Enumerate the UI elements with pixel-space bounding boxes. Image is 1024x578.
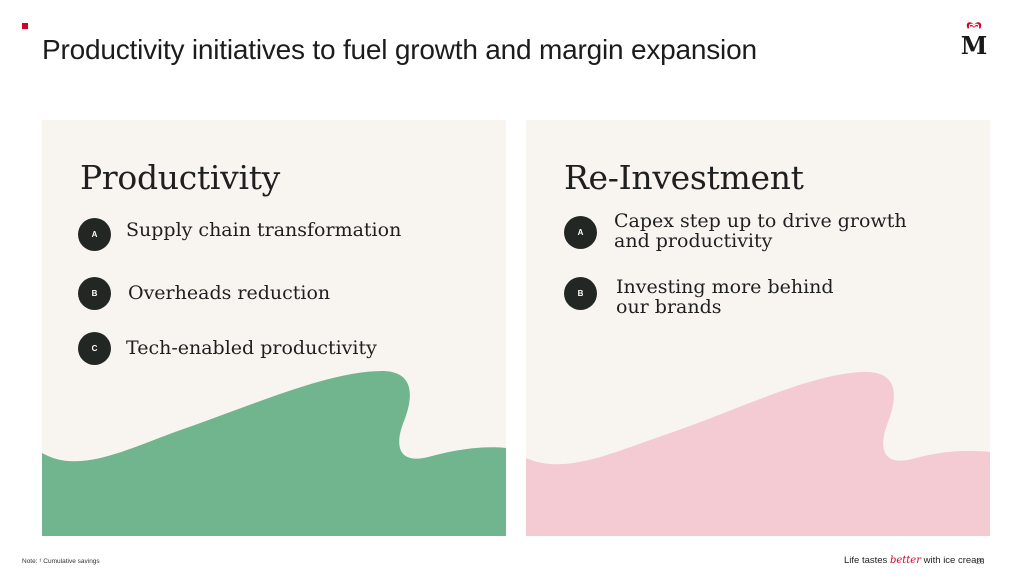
badge-a: A <box>564 216 597 249</box>
pink-wave-shape <box>526 372 990 536</box>
badge-a: A <box>78 218 111 251</box>
badge-b: B <box>78 277 111 310</box>
item-text-line2: our brands <box>616 296 722 318</box>
svg-text:M: M <box>961 31 988 58</box>
item-text: Supply chain transformation <box>126 219 402 241</box>
item-text-line2: and productivity <box>614 230 773 252</box>
brand-tagline: Life tastes better with ice cream <box>844 555 984 566</box>
footer-note: Note: ¹ Cumulative savings <box>22 558 100 565</box>
reinvestment-panel: Re-Investment A Capex step up to drive g… <box>526 120 990 536</box>
tagline-pre: Life tastes <box>844 555 890 566</box>
slide-title: Productivity initiatives to fuel growth … <box>42 34 757 65</box>
page-number: 28 <box>976 557 985 566</box>
magnum-logo-icon: M <box>961 22 988 58</box>
green-wave-shape <box>42 371 506 536</box>
badge-b: B <box>564 277 597 310</box>
badge-c: C <box>78 332 111 365</box>
item-text-line1: Investing more behind <box>616 276 834 298</box>
reinvestment-heading: Re-Investment <box>564 158 804 197</box>
tagline-post: with ice cream <box>921 555 985 566</box>
item-text: Tech-enabled productivity <box>126 337 377 359</box>
accent-square <box>22 23 28 29</box>
productivity-heading: Productivity <box>80 158 281 197</box>
productivity-panel: Productivity A Supply chain transformati… <box>42 120 506 536</box>
item-text-line1: Capex step up to drive growth <box>614 210 907 232</box>
tagline-emphasis: better <box>889 555 922 566</box>
item-text: Overheads reduction <box>128 282 331 304</box>
